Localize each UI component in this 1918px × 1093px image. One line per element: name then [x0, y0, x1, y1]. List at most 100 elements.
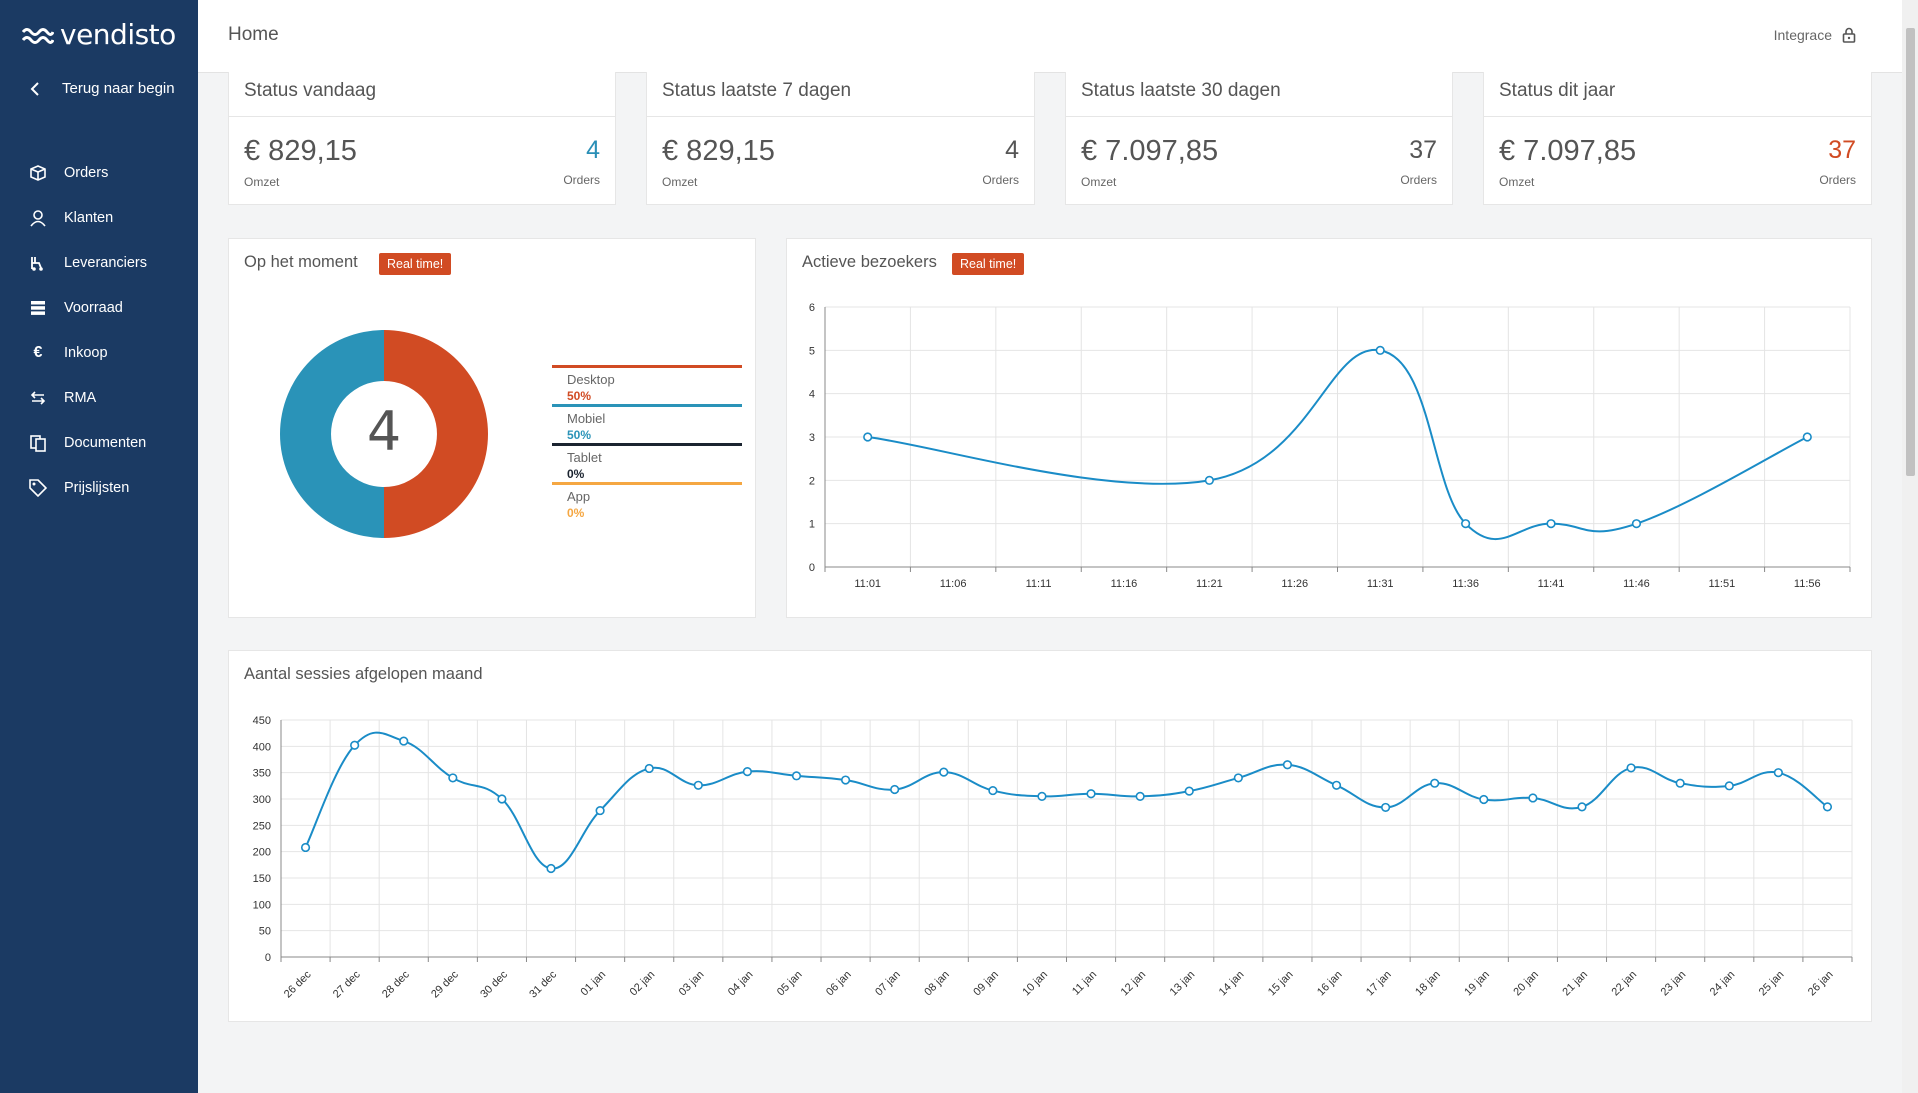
- legend-percent: 50%: [567, 389, 592, 403]
- data-point: [350, 740, 360, 750]
- brand-logo[interactable]: vendisto: [22, 18, 176, 51]
- x-tick-label: 16 jan: [1315, 969, 1345, 999]
- x-tick-label: 14 jan: [1217, 969, 1247, 999]
- x-tick-label: 11:51: [1709, 578, 1736, 590]
- x-tick-label: 11:01: [854, 578, 881, 590]
- divider: [1066, 116, 1452, 117]
- data-point: [1282, 760, 1293, 770]
- legend-color-bar: [552, 443, 742, 446]
- data-point: [1184, 786, 1194, 796]
- legend-color-bar: [552, 482, 742, 485]
- data-point: [988, 785, 998, 796]
- legend-item-tablet: Tablet 0%: [552, 443, 742, 481]
- x-tick-label: 11 jan: [1070, 969, 1099, 998]
- sidebar-item-documenten[interactable]: Documenten: [0, 420, 198, 465]
- data-point: [1577, 802, 1587, 812]
- current-visitors-panel: Op het moment Real time! 4 Desktop 50% Mob…: [228, 238, 756, 618]
- page-title: Home: [228, 24, 279, 45]
- x-tick-label: 12 jan: [1119, 969, 1149, 999]
- y-tick-label: 400: [253, 741, 271, 753]
- x-tick-label: 29 dec: [429, 968, 461, 1000]
- x-tick-label: 15 jan: [1266, 969, 1296, 999]
- sidebar: vendisto Terug naar begin Orders Klanten…: [0, 0, 198, 1093]
- y-tick-label: 0: [265, 952, 271, 964]
- data-point: [693, 780, 703, 790]
- sidebar-nav: Orders Klanten Leveranciers Voorraad € I…: [0, 150, 198, 510]
- x-tick-label: 18 jan: [1413, 969, 1443, 999]
- data-point: [1528, 793, 1538, 803]
- x-tick-label: 02 jan: [628, 969, 658, 999]
- sidebar-item-klanten[interactable]: Klanten: [0, 195, 198, 240]
- data-point: [1461, 519, 1471, 529]
- x-tick-label: 20 jan: [1511, 969, 1541, 999]
- sessions-chart: 0 50 100 150 200 250 300 350 400 450 26 dec 27 dec 2…: [253, 715, 1853, 1000]
- integrace-button[interactable]: Integrace: [1774, 27, 1856, 43]
- data-point: [1135, 791, 1145, 801]
- active-visitors-chart: 0 1 2 3 4 5 6 11:01 11:06 11:11 11:16 11:21 11:26 11:…: [809, 302, 1851, 590]
- stat-title: Status laatste 30 dagen: [1081, 80, 1281, 101]
- x-tick-label: 04 jan: [726, 969, 756, 999]
- data-point: [595, 805, 605, 816]
- legend-item-desktop: Desktop 50%: [552, 365, 742, 403]
- donut-center-value: 4: [366, 400, 402, 463]
- sidebar-item-label: Orders: [64, 164, 109, 181]
- sidebar-item-label: RMA: [64, 389, 97, 406]
- stat-title: Status laatste 7 dagen: [662, 80, 852, 101]
- x-tick-label: 25 jan: [1757, 969, 1787, 999]
- stat-count-label: Orders: [982, 173, 1019, 187]
- legend-label: App: [567, 489, 591, 504]
- x-tick-label: 11:31: [1367, 578, 1394, 590]
- y-tick-label: 0: [809, 562, 815, 574]
- x-tick-label: 01 jan: [579, 969, 609, 999]
- stat-amount: € 829,15: [662, 135, 775, 167]
- legend-percent: 0%: [567, 467, 585, 481]
- sidebar-item-label: Voorraad: [64, 299, 123, 316]
- stat-order-count: 4: [1005, 136, 1019, 164]
- x-tick-label: 11:11: [1026, 578, 1052, 590]
- y-tick-label: 1: [809, 519, 815, 531]
- forklift-icon: [28, 253, 48, 273]
- y-tick-label: 4: [809, 389, 815, 401]
- legend-label: Desktop: [567, 372, 615, 387]
- stat-card-7-days: Status laatste 7 dagen € 829,15 Omzet 4 …: [646, 72, 1035, 205]
- stat-order-count: 4: [586, 136, 600, 164]
- y-tick-label: 300: [253, 794, 271, 806]
- sidebar-item-orders[interactable]: Orders: [0, 150, 198, 195]
- data-point: [448, 773, 458, 783]
- data-point: [1724, 781, 1734, 791]
- y-tick-label: 100: [253, 899, 271, 911]
- data-point: [644, 763, 654, 774]
- legend-percent: 50%: [567, 428, 592, 442]
- scrollbar-thumb[interactable]: [1906, 28, 1915, 476]
- price-tag-icon: [28, 478, 48, 498]
- stat-amount: € 7.097,85: [1081, 135, 1219, 167]
- stat-title: Status dit jaar: [1499, 80, 1616, 101]
- stat-order-count: 37: [1409, 136, 1437, 164]
- documents-icon: [28, 433, 48, 453]
- data-point: [939, 767, 949, 777]
- data-point: [1233, 773, 1243, 783]
- panel-title: Aantal sessies afgelopen maand: [244, 665, 483, 683]
- data-point: [1375, 345, 1385, 355]
- stat-card-today: Status vandaag € 829,15 Omzet 4 Orders: [228, 72, 616, 205]
- sidebar-item-prijslijsten[interactable]: Prijslijsten: [0, 465, 198, 510]
- sidebar-item-leveranciers[interactable]: Leveranciers: [0, 240, 198, 285]
- y-tick-label: 50: [259, 926, 271, 938]
- x-tick-label: 10 jan: [1020, 969, 1050, 999]
- legend-color-bar: [552, 404, 742, 407]
- legend-item-mobiel: Mobiel 50%: [552, 404, 742, 442]
- x-tick-label: 06 jan: [824, 969, 854, 999]
- back-to-start-link[interactable]: Terug naar begin: [28, 80, 175, 97]
- sidebar-item-inkoop[interactable]: € Inkoop: [0, 330, 198, 375]
- x-tick-label: 11:21: [1196, 578, 1223, 590]
- x-tick-label: 19 jan: [1462, 969, 1492, 999]
- stat-amount-label: Omzet: [244, 175, 280, 189]
- sidebar-item-rma[interactable]: RMA: [0, 375, 198, 420]
- data-point: [1822, 802, 1833, 812]
- y-tick-label: 250: [253, 820, 271, 832]
- sidebar-item-voorraad[interactable]: Voorraad: [0, 285, 198, 330]
- legend-label: Mobiel: [567, 411, 606, 426]
- legend-percent: 0%: [567, 506, 585, 520]
- data-point: [1479, 794, 1489, 805]
- page-scrollbar[interactable]: [1902, 0, 1918, 1093]
